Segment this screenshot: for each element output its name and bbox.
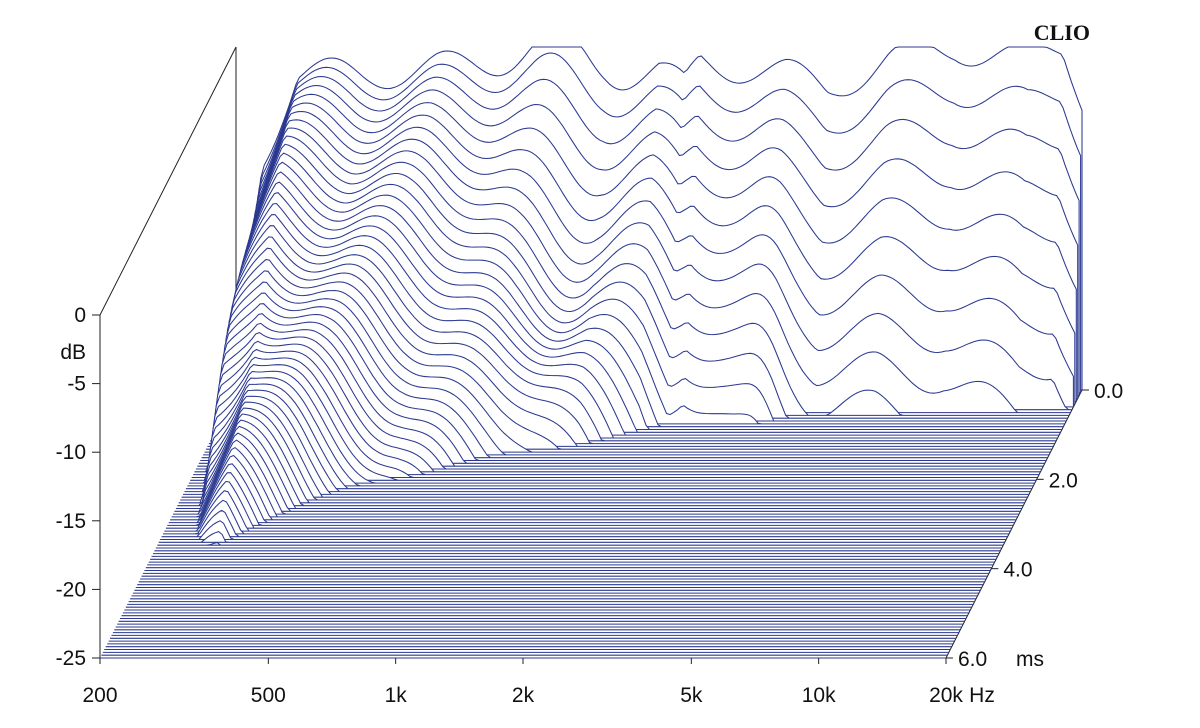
frequency-tick-label: 2k [512,684,535,707]
decay-slice [164,490,1011,532]
db-unit-label: dB [60,341,86,364]
decay-slice [157,542,1004,546]
frequency-tick-label: 20k [929,684,963,707]
db-tick-label: -25 [56,647,86,670]
decay-slice [163,499,1009,535]
db-axis: 0 -5 -10 -15 -20 -25 dB [56,304,100,670]
decay-slice [198,313,1045,464]
frequency-tick-label: 1k [385,684,408,707]
decay-slice [161,509,1008,538]
time-tick-label: 2.0 [1049,469,1078,492]
decay-slice [167,472,1014,526]
db-tick-label: -20 [56,578,86,601]
frequency-tick-label: 10k [802,684,836,707]
time-tick-label: 6.0 [958,648,987,671]
frequency-tick-label: 200 [82,684,117,707]
decay-slice [197,322,1044,467]
frame-edge-top-left [99,46,237,316]
db-tick-label: -10 [56,441,86,464]
db-tick-label: -15 [56,510,86,533]
time-tick-label: 4.0 [1003,559,1032,582]
decay-slice [160,520,1007,541]
decay-slice [158,531,1005,543]
time-tick-label: 0.0 [1094,380,1123,403]
time-axis-line [945,389,1083,659]
frequency-unit-label: Hz [969,684,995,707]
frequency-axis: 200 500 1k 2k 5k 10k 20k Hz [82,658,995,707]
time-axis: 0.0 2.0 4.0 6.0 ms [946,380,1123,671]
frequency-tick-label: 5k [680,684,703,707]
decay-slices [100,46,1083,659]
time-unit-label: ms [1016,648,1044,671]
db-tick-label: 0 [74,304,86,327]
db-tick-label: -5 [67,373,86,396]
frequency-tick-label: 500 [251,684,286,707]
decay-slice [165,480,1012,529]
clio-brand-label: CLIO [1034,20,1090,45]
